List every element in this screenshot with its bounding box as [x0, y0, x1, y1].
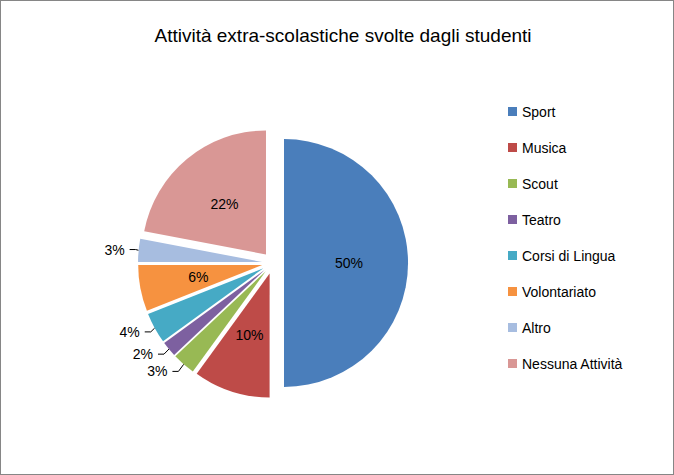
svg-text:3%: 3%: [104, 242, 124, 258]
svg-text:10%: 10%: [235, 327, 263, 343]
svg-text:Corsi di Lingua: Corsi di Lingua: [522, 248, 616, 264]
svg-text:Nessuna Attività: Nessuna Attività: [522, 356, 623, 372]
svg-text:Musica: Musica: [522, 140, 567, 156]
svg-text:Teatro: Teatro: [522, 212, 561, 228]
svg-text:Altro: Altro: [522, 320, 551, 336]
svg-text:50%: 50%: [335, 255, 363, 271]
svg-text:4%: 4%: [120, 324, 140, 340]
svg-text:Scout: Scout: [522, 176, 558, 192]
svg-text:Sport: Sport: [522, 104, 556, 120]
svg-text:22%: 22%: [211, 196, 239, 212]
svg-text:2%: 2%: [133, 346, 153, 362]
svg-text:3%: 3%: [147, 363, 167, 379]
svg-text:6%: 6%: [188, 269, 208, 285]
svg-text:Attività extra-scolastiche svo: Attività extra-scolastiche svolte dagli …: [154, 25, 531, 46]
svg-text:Volontariato: Volontariato: [522, 284, 596, 300]
